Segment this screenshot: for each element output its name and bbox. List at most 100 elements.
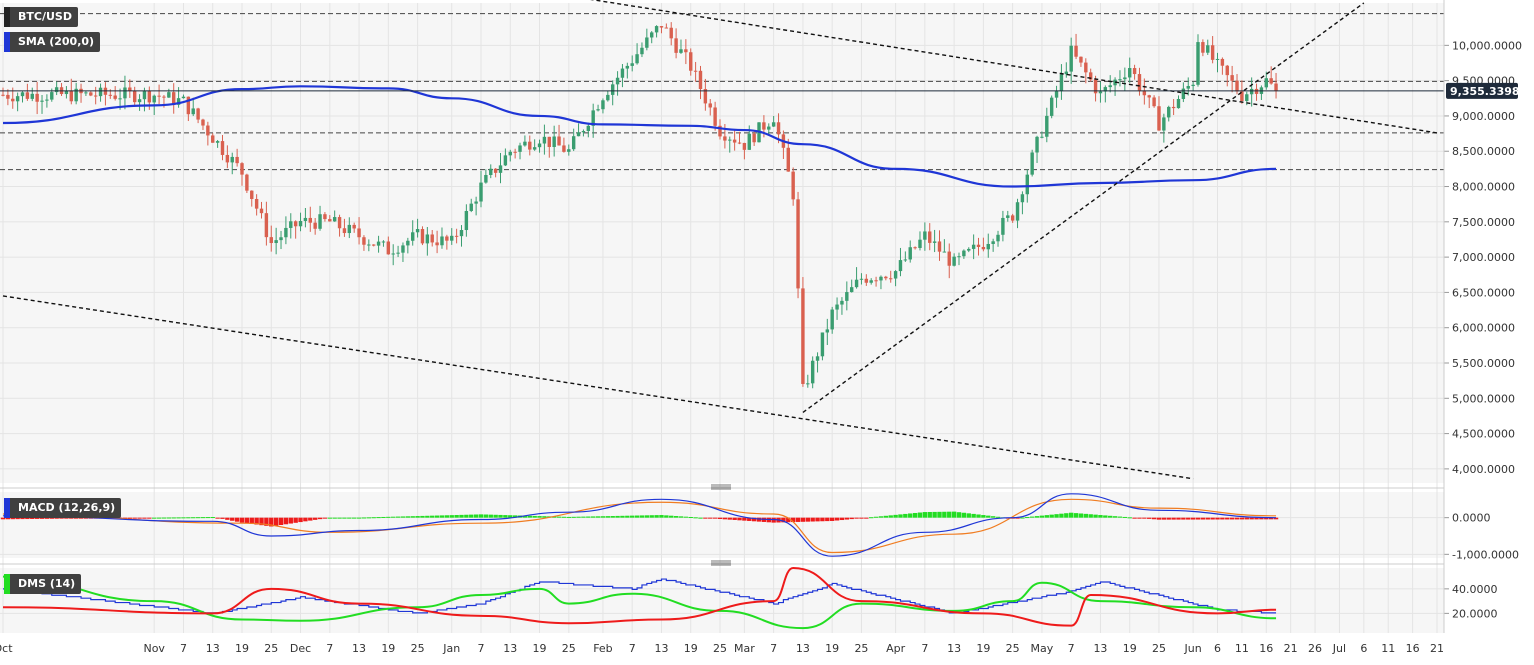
- candle-up[interactable]: [1167, 106, 1171, 118]
- candle-up[interactable]: [230, 156, 234, 163]
- candle-up[interactable]: [469, 203, 473, 211]
- candle-down[interactable]: [889, 278, 893, 280]
- candle-down[interactable]: [196, 108, 200, 120]
- candle-down[interactable]: [1240, 91, 1244, 101]
- candle-down[interactable]: [1254, 88, 1259, 94]
- candle-up[interactable]: [45, 99, 49, 101]
- candle-up[interactable]: [645, 37, 649, 48]
- candle-up[interactable]: [479, 182, 483, 202]
- candle-down[interactable]: [562, 145, 566, 152]
- candle-down[interactable]: [674, 38, 678, 53]
- candle-up[interactable]: [523, 141, 527, 146]
- candle-down[interactable]: [1230, 75, 1234, 81]
- candle-up[interactable]: [893, 271, 898, 279]
- candle-down[interactable]: [689, 52, 693, 71]
- candle-down[interactable]: [718, 125, 722, 137]
- candle-up[interactable]: [542, 136, 547, 144]
- candle-down[interactable]: [937, 241, 942, 252]
- candle-down[interactable]: [1157, 106, 1161, 131]
- candle-up[interactable]: [464, 210, 469, 231]
- candle-up[interactable]: [50, 92, 54, 100]
- candle-down[interactable]: [976, 244, 981, 247]
- candle-up[interactable]: [879, 276, 883, 281]
- candle-up[interactable]: [962, 250, 966, 257]
- candle-up[interactable]: [952, 256, 956, 266]
- candle-down[interactable]: [884, 276, 888, 279]
- candle-up[interactable]: [849, 287, 854, 293]
- candle-up[interactable]: [825, 329, 830, 333]
- candle-up[interactable]: [1064, 71, 1069, 75]
- candle-down[interactable]: [128, 87, 132, 91]
- candle-down[interactable]: [1, 94, 5, 96]
- candle-up[interactable]: [1020, 194, 1025, 203]
- candle-up[interactable]: [1264, 78, 1268, 88]
- macd-label[interactable]: MACD (12,26,9): [4, 498, 122, 518]
- candle-up[interactable]: [440, 236, 444, 246]
- candle-up[interactable]: [406, 240, 410, 246]
- candle-up[interactable]: [508, 151, 512, 156]
- candle-down[interactable]: [776, 122, 781, 135]
- candle-up[interactable]: [581, 130, 586, 133]
- candle-down[interactable]: [445, 236, 449, 241]
- candle-up[interactable]: [152, 95, 156, 103]
- candle-up[interactable]: [176, 98, 181, 105]
- candle-down[interactable]: [684, 49, 688, 53]
- candle-up[interactable]: [391, 253, 395, 255]
- candle-down[interactable]: [352, 224, 356, 229]
- candle-down[interactable]: [513, 151, 517, 153]
- candle-down[interactable]: [864, 278, 869, 283]
- candle-up[interactable]: [967, 248, 971, 251]
- trendline[interactable]: [2, 295, 1194, 480]
- candle-down[interactable]: [732, 139, 737, 143]
- candle-up[interactable]: [615, 77, 620, 85]
- candle-down[interactable]: [430, 234, 434, 243]
- candle-down[interactable]: [693, 70, 698, 72]
- candle-up[interactable]: [942, 251, 947, 253]
- candle-up[interactable]: [1025, 174, 1029, 195]
- candle-up[interactable]: [679, 49, 683, 53]
- candle-up[interactable]: [630, 63, 634, 66]
- candle-up[interactable]: [1049, 97, 1054, 116]
- candle-up[interactable]: [30, 93, 34, 99]
- candle-up[interactable]: [552, 136, 556, 147]
- candle-down[interactable]: [1152, 97, 1156, 107]
- candle-down[interactable]: [420, 229, 425, 244]
- candle-up[interactable]: [820, 332, 825, 357]
- candle-up[interactable]: [118, 98, 122, 100]
- candle-down[interactable]: [211, 135, 215, 143]
- candle-up[interactable]: [1181, 88, 1186, 99]
- candle-up[interactable]: [1128, 68, 1132, 78]
- candle-up[interactable]: [537, 143, 542, 148]
- candle-down[interactable]: [1220, 58, 1225, 66]
- candle-up[interactable]: [640, 47, 644, 55]
- candle-up[interactable]: [1015, 202, 1020, 221]
- candle-down[interactable]: [1137, 74, 1142, 91]
- candle-down[interactable]: [1201, 42, 1205, 53]
- candle-up[interactable]: [567, 149, 571, 152]
- candle-up[interactable]: [15, 96, 20, 102]
- candle-up[interactable]: [859, 278, 864, 280]
- candle-up[interactable]: [459, 230, 464, 237]
- candle-up[interactable]: [771, 122, 776, 127]
- candle-down[interactable]: [132, 90, 137, 103]
- candle-up[interactable]: [1045, 115, 1049, 137]
- candle-down[interactable]: [162, 96, 166, 98]
- candle-up[interactable]: [767, 126, 771, 130]
- candle-down[interactable]: [947, 251, 951, 266]
- candle-up[interactable]: [747, 133, 751, 150]
- candle-down[interactable]: [323, 214, 327, 220]
- candle-up[interactable]: [489, 168, 493, 175]
- candle-down[interactable]: [981, 246, 986, 250]
- candle-up[interactable]: [932, 241, 937, 243]
- candle-up[interactable]: [1123, 77, 1127, 80]
- candle-down[interactable]: [1269, 78, 1273, 84]
- candle-down[interactable]: [703, 89, 708, 104]
- candle-down[interactable]: [362, 237, 366, 245]
- candle-down[interactable]: [250, 190, 254, 199]
- candle-down[interactable]: [742, 142, 747, 150]
- candle-up[interactable]: [20, 92, 25, 97]
- candle-up[interactable]: [835, 304, 839, 310]
- candle-down[interactable]: [269, 237, 273, 244]
- candle-up[interactable]: [1196, 42, 1200, 85]
- candle-up[interactable]: [303, 217, 308, 221]
